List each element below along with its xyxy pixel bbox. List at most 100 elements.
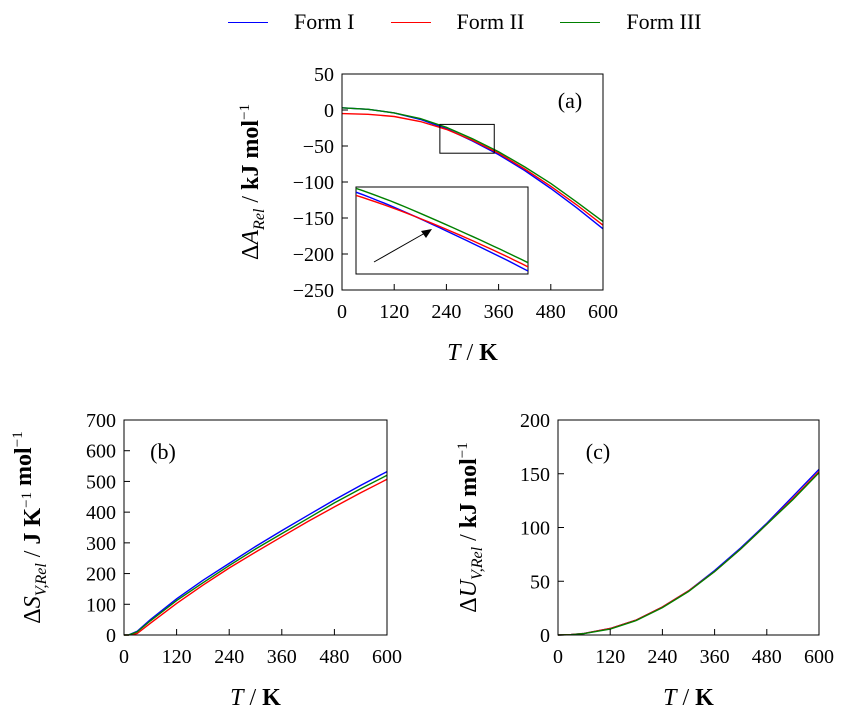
axis-label-unit: K <box>695 685 714 711</box>
x-axis-label: T / K <box>663 685 714 711</box>
plot-frame <box>123 419 388 636</box>
x-tick-label-600: 600 <box>588 301 618 323</box>
series-line-form-iii <box>557 472 820 636</box>
x-tick-label-360: 360 <box>267 646 297 668</box>
axis-label-subscript: V,Rel <box>469 546 486 580</box>
inset-frame <box>355 186 529 275</box>
y-tick-label--50: −50 <box>303 136 334 158</box>
x-axis-label: T / K <box>230 685 281 711</box>
x-tick-label-120: 120 <box>379 301 409 323</box>
x-tick-label-480: 480 <box>319 646 349 668</box>
chart-panel-c: 0 120 240 360 480 600 0 50 100 150 200 (c) T / K ΔUV,… <box>455 410 834 711</box>
axis-label-delta: Δ <box>456 597 482 612</box>
inset-arrow-head <box>421 229 432 238</box>
x-tick-label-600: 600 <box>804 646 834 668</box>
axis-label-delta: Δ <box>20 608 46 623</box>
y-tick-label-0: 0 <box>324 100 334 122</box>
inset-series-line-form-iii <box>356 187 528 264</box>
y-tick-label-500: 500 <box>86 471 116 493</box>
legend-swatch-form-1 <box>228 21 268 23</box>
legend-label-form-1: Form I <box>294 9 355 34</box>
panel-label: (b) <box>150 439 176 464</box>
series-line-form-ii <box>557 471 820 636</box>
y-tick-label-400: 400 <box>86 502 116 524</box>
axis-label-superscript: −1 <box>10 431 26 447</box>
y-tick-label-50: 50 <box>314 64 334 86</box>
chart-panel-b: 0 120 240 360 480 600 0 100 200 300 400 500 600 700 (b… <box>10 410 402 711</box>
y-tick-label-200: 200 <box>520 410 550 432</box>
x-tick-label-120: 120 <box>162 646 192 668</box>
axis-label-subscript: V,Rel <box>33 563 50 597</box>
y-tick-label--200: −200 <box>293 244 334 266</box>
y-tick-label-600: 600 <box>86 441 116 463</box>
axis-label-unit: K <box>479 340 498 366</box>
inset-panel <box>355 186 529 275</box>
panel-label: (c) <box>586 439 610 464</box>
axis-label-superscript: −1 <box>19 492 35 508</box>
series-line-form-ii <box>341 112 604 226</box>
x-axis-label: T / K <box>447 340 498 366</box>
axis-label-separator: / <box>238 190 264 209</box>
y-tick-label-100: 100 <box>520 518 550 540</box>
y-axis-label: ΔARel / kJ mol−1 <box>237 104 268 260</box>
chart-legend: Form I Form II Form III <box>228 6 737 38</box>
legend-label-form-2: Form II <box>456 9 525 34</box>
axis-label-unit: mol <box>11 447 37 492</box>
x-tick-label-240: 240 <box>214 646 244 668</box>
x-tick-label-600: 600 <box>372 646 402 668</box>
y-tick-label--100: −100 <box>293 172 334 194</box>
axis-label-symbol: T <box>447 340 462 366</box>
y-tick-label--150: −150 <box>293 208 334 230</box>
axis-label-superscript: −1 <box>237 104 253 120</box>
axis-label-superscript: −1 <box>455 442 471 458</box>
x-tick-label-0: 0 <box>119 646 129 668</box>
axis-label-separator: / <box>461 340 480 366</box>
legend-item-form-1: Form I <box>228 9 355 35</box>
axis-label-symbol: U <box>456 578 482 597</box>
y-tick-label-100: 100 <box>86 594 116 616</box>
axis-label-symbol: T <box>230 685 245 711</box>
y-tick-label-0: 0 <box>106 625 116 647</box>
y-axis-label: ΔUV,Rel / kJ mol−1 <box>455 442 486 612</box>
x-tick-label-480: 480 <box>752 646 782 668</box>
x-tick-label-0: 0 <box>337 301 347 323</box>
axis-label-unit: K <box>262 685 281 711</box>
y-tick-label-300: 300 <box>86 533 116 555</box>
axis-label-subscript: Rel <box>251 208 268 231</box>
series-line-form-ii <box>124 478 388 636</box>
chart-panel-a: 0 120 240 360 480 600 50 0 −50 −100 −150 −200 −250 (a… <box>237 64 618 366</box>
axis-label-unit: kJ mol <box>456 458 482 528</box>
y-axis-label: ΔSV,Rel / J K−1 mol−1 <box>10 431 50 623</box>
axis-label-delta: Δ <box>238 245 264 260</box>
legend-label-form-3: Form III <box>626 9 702 34</box>
series-line-form-iii <box>124 474 388 636</box>
x-tick-label-480: 480 <box>536 301 566 323</box>
inset-arrow-shaft <box>373 232 426 263</box>
axis-label-symbol: A <box>238 230 264 247</box>
axis-label-separator: / <box>677 685 696 711</box>
axis-label-unit: kJ mol <box>238 120 264 190</box>
inset-series-line-form-ii <box>356 194 528 268</box>
series-line-form-iii <box>341 107 604 223</box>
axis-label-separator: / <box>244 685 263 711</box>
axis-label-symbol: T <box>663 685 678 711</box>
zoom-region-box <box>439 123 495 154</box>
legend-item-form-3: Form III <box>560 9 701 35</box>
y-tick-label--250: −250 <box>293 280 334 302</box>
x-tick-label-0: 0 <box>553 646 563 668</box>
panel-label: (a) <box>558 88 582 113</box>
legend-item-form-2: Form II <box>390 9 525 35</box>
legend-swatch-form-3 <box>560 21 601 23</box>
x-tick-label-360: 360 <box>484 301 514 323</box>
inset-series-line-form-i <box>356 191 528 272</box>
axis-label-symbol: S <box>20 596 46 608</box>
x-tick-label-240: 240 <box>431 301 461 323</box>
x-tick-label-240: 240 <box>647 646 677 668</box>
legend-swatch-form-2 <box>390 21 431 23</box>
y-tick-label-150: 150 <box>520 464 550 486</box>
series-line-form-i <box>557 468 820 636</box>
y-tick-label-0: 0 <box>540 625 550 647</box>
x-tick-label-360: 360 <box>700 646 730 668</box>
axis-label-unit: J K <box>20 508 46 545</box>
